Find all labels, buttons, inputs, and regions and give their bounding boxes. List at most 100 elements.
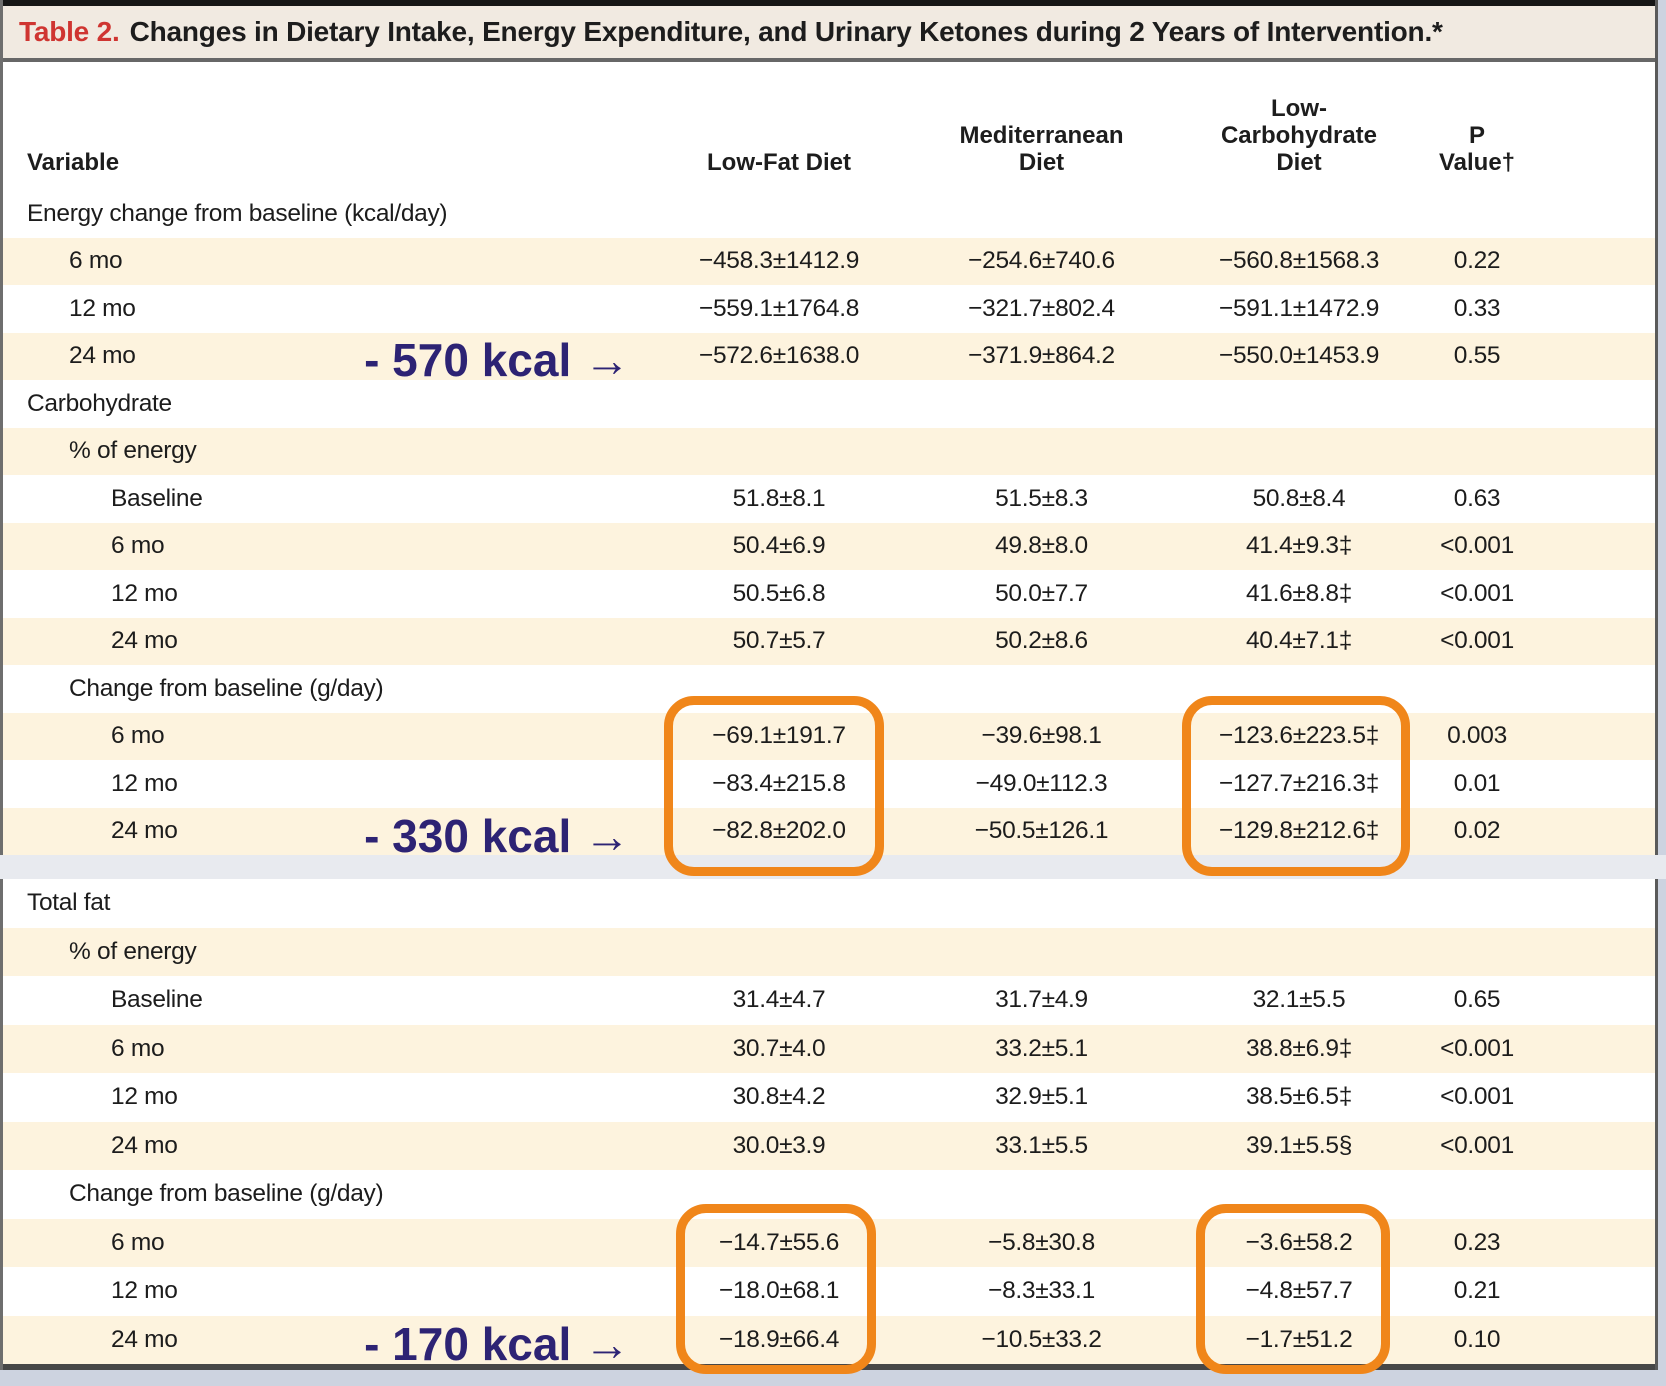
table-row: Baseline 51.8±8.1 51.5±8.3 50.8±8.4 0.63 <box>3 475 1655 523</box>
cell-value: −5.8±30.8 <box>988 1228 1095 1256</box>
table-row: 24 mo 50.7±5.7 50.2±8.6 40.4±7.1‡ <0.001 <box>3 617 1655 665</box>
row-label: Change from baseline (g/day) <box>69 1180 384 1208</box>
row-label: 24 mo <box>69 342 136 370</box>
table-row: 12 mo 50.5±6.8 50.0±7.7 41.6±8.8‡ <0.001 <box>3 570 1655 618</box>
annotation-170-kcal: - 170 kcal → <box>364 1318 630 1370</box>
row-label: 12 mo <box>111 579 178 607</box>
column-header-mediterranean-diet: Mediterranean Diet <box>959 122 1124 177</box>
cell-value: −1.7±51.2 <box>1245 1325 1353 1353</box>
row-label: % of energy <box>69 437 197 465</box>
row-label: 12 mo <box>111 1277 178 1305</box>
table-row: 6 mo −458.3±1412.9 −254.6±740.6 −560.8±1568… <box>3 237 1655 285</box>
cell-value: −10.5±33.2 <box>981 1325 1102 1353</box>
table-row: Change from baseline (g/day) <box>3 1170 1655 1219</box>
cell-value: −129.8±212.6‡ <box>1218 817 1380 845</box>
cell-value: −458.3±1412.9 <box>698 247 860 275</box>
row-label: Total fat <box>27 889 111 917</box>
cell-value: −123.6±223.5‡ <box>1218 722 1380 750</box>
row-label: Baseline <box>111 484 203 512</box>
table-row: Baseline 31.4±4.7 31.7±4.9 32.1±5.5 0.65 <box>3 976 1655 1025</box>
row-label: 6 mo <box>111 1228 165 1256</box>
cell-value: 32.1±5.5 <box>1252 986 1346 1014</box>
cell-value: 39.1±5.5§ <box>1245 1131 1353 1159</box>
cell-value: <0.001 <box>1440 627 1514 655</box>
cell-value: <0.001 <box>1440 1083 1514 1111</box>
cell-value: −69.1±191.7 <box>712 722 846 750</box>
cell-value: 33.1±5.5 <box>995 1131 1088 1159</box>
table-title-text: Changes in Dietary Intake, Energy Expend… <box>129 16 1443 47</box>
table-row: 12 mo 30.8±4.2 32.9±5.1 38.5±6.5‡ <0.001 <box>3 1073 1655 1122</box>
cell-value: 0.63 <box>1453 484 1501 512</box>
table-row: 6 mo 50.4±6.9 49.8±8.0 41.4±9.3‡ <0.001 <box>3 522 1655 570</box>
row-label: 24 mo <box>111 627 178 655</box>
row-label: Carbohydrate <box>27 389 172 417</box>
cell-value: 30.7±4.0 <box>732 1034 826 1062</box>
cell-value: 30.8±4.2 <box>732 1083 826 1111</box>
table-row: % of energy <box>3 927 1655 976</box>
cell-value: −3.6±58.2 <box>1245 1228 1353 1256</box>
table-row: 6 mo 30.7±4.0 33.2±5.1 38.8±6.9‡ <0.001 <box>3 1024 1655 1073</box>
row-label: Change from baseline (g/day) <box>69 674 384 702</box>
cell-value: <0.001 <box>1440 1034 1514 1062</box>
cell-value: 50.0±7.7 <box>995 579 1088 607</box>
cell-value: −4.8±57.7 <box>1245 1277 1353 1305</box>
row-label: 24 mo <box>111 817 178 845</box>
cell-value: −591.1±1472.9 <box>1218 294 1380 322</box>
cell-value: 0.02 <box>1453 817 1501 845</box>
cell-value: 38.8±6.9‡ <box>1245 1034 1353 1062</box>
table-row: Carbohydrate <box>3 380 1655 428</box>
cell-value: 51.5±8.3 <box>995 484 1088 512</box>
row-label: 12 mo <box>111 769 178 797</box>
cell-value: −550.0±1453.9 <box>1218 342 1380 370</box>
table-row: Change from baseline (g/day) <box>3 665 1655 713</box>
cell-value: 38.5±6.5‡ <box>1245 1083 1353 1111</box>
cell-value: 50.4±6.9 <box>732 532 826 560</box>
cell-value: −49.0±112.3 <box>975 769 1108 797</box>
table-row: 12 mo −559.1±1764.8 −321.7±802.4 −591.1±147… <box>3 285 1655 333</box>
cell-value: 0.23 <box>1453 1228 1501 1256</box>
cell-value: −82.8±202.0 <box>712 817 846 845</box>
cell-value: 0.33 <box>1453 294 1501 322</box>
cell-value: −254.6±740.6 <box>968 247 1115 275</box>
row-label: 24 mo <box>111 1131 178 1159</box>
row-label: Baseline <box>111 986 203 1014</box>
table-row: 12 mo −83.4±215.8 −49.0±112.3 −127.7±216.3‡… <box>3 760 1655 808</box>
table-row: 24 mo 30.0±3.9 33.1±5.5 39.1±5.5§ <0.001 <box>3 1121 1655 1170</box>
column-header-variable: Variable <box>27 149 120 177</box>
highlight-box-carb-lowfat <box>664 696 884 876</box>
row-label: 6 mo <box>111 532 165 560</box>
table-panel-2: Total fat % of energy Baseline 31.4±4.7 31.7… <box>3 879 1655 1364</box>
cell-value: −560.8±1568.3 <box>1218 247 1380 275</box>
cell-value: −559.1±1764.8 <box>698 294 860 322</box>
cell-value: 31.4±4.7 <box>732 986 826 1014</box>
table-row: 24 mo −572.6±1638.0 −371.9±864.2 −550.0±145… <box>3 332 1655 380</box>
cell-value: 49.8±8.0 <box>995 532 1088 560</box>
cell-value: 41.6±8.8‡ <box>1245 579 1353 607</box>
annotation-330-kcal: - 330 kcal → <box>364 810 630 862</box>
row-label: 12 mo <box>111 1083 178 1111</box>
cell-value: 0.10 <box>1453 1325 1501 1353</box>
row-label: 6 mo <box>111 1034 165 1062</box>
table-title-bar: Table 2. Changes in Dietary Intake, Energ… <box>3 0 1655 62</box>
row-label: 6 mo <box>111 722 165 750</box>
cell-value: <0.001 <box>1440 532 1514 560</box>
cell-value: −14.7±55.6 <box>718 1228 840 1256</box>
cell-value: 51.8±8.1 <box>732 484 826 512</box>
cell-value: −572.6±1638.0 <box>698 342 860 370</box>
row-label: 24 mo <box>111 1325 178 1353</box>
cell-value: 0.65 <box>1453 986 1501 1014</box>
column-header-p-value: P Value† <box>1438 122 1516 177</box>
cell-value: −50.5±126.1 <box>974 817 1109 845</box>
cell-value: 30.0±3.9 <box>732 1131 826 1159</box>
column-header-low-carbohydrate-diet: Low- Carbohydrate Diet <box>1220 95 1378 177</box>
cell-value: −83.4±215.8 <box>712 769 846 797</box>
cell-value: 32.9±5.1 <box>995 1083 1088 1111</box>
cell-value: 50.7±5.7 <box>732 627 826 655</box>
table-row: Energy change from baseline (kcal/day) <box>3 190 1655 238</box>
cell-value: 50.5±6.8 <box>732 579 826 607</box>
table-row: 6 mo −69.1±191.7 −39.6±98.1 −123.6±223.5‡ 0.… <box>3 712 1655 760</box>
cell-value: −371.9±864.2 <box>968 342 1115 370</box>
cell-value: 31.7±4.9 <box>995 986 1088 1014</box>
